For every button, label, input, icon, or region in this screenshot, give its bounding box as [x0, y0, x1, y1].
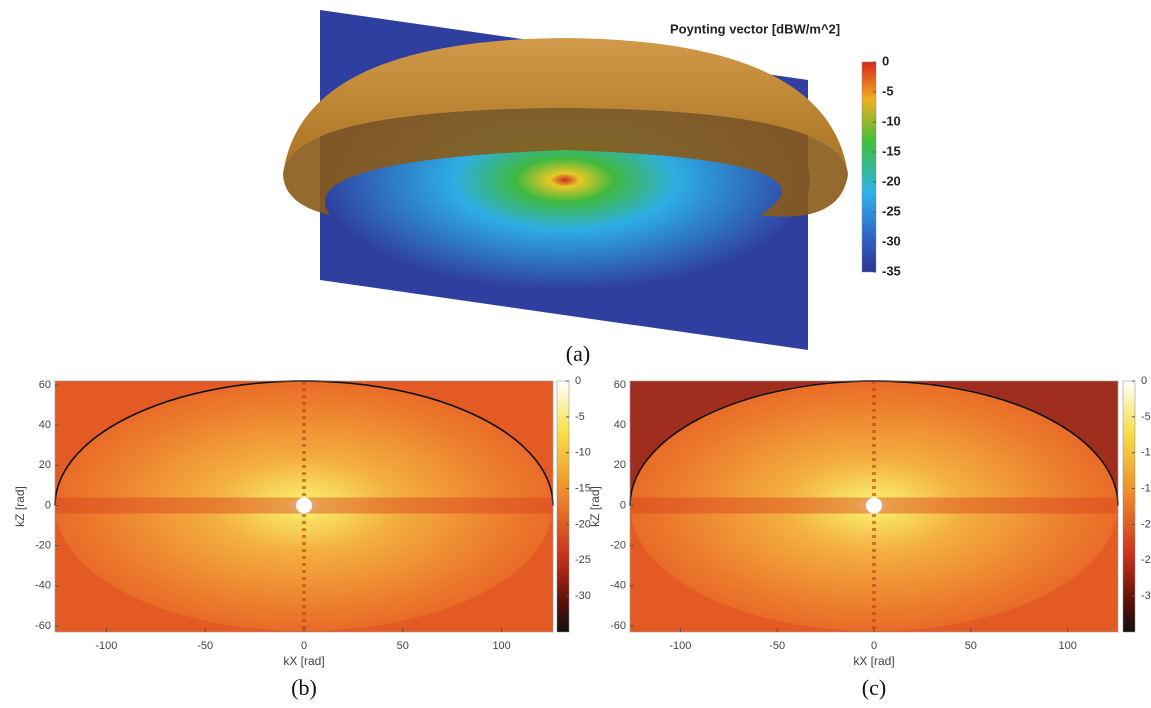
colorbar-tick-label: 0 [1141, 375, 1147, 387]
heatmap-peak [296, 497, 312, 513]
colorbar [862, 62, 876, 272]
figure: Poynting vector [dBW/m^2] 0 -5 -10 -15 -20 -25… [0, 0, 1151, 708]
y-tick-label: 60 [614, 379, 626, 391]
colorbar-tick-label: -35 [882, 263, 901, 278]
caption: (a) [566, 341, 590, 366]
colorbar-tick-label: -25 [575, 554, 591, 566]
y-tick-label: 40 [39, 419, 51, 431]
y-tick-label: -20 [610, 540, 626, 552]
colorbar-tick-label: -30 [575, 590, 591, 602]
x-axis-label: kX [rad] [853, 654, 894, 668]
y-tick-label: -40 [610, 580, 626, 592]
y-tick-label: -40 [35, 580, 51, 592]
colorbar [1123, 381, 1135, 632]
colorbar-tick-label: -30 [1141, 590, 1151, 602]
x-tick-label: 0 [301, 640, 307, 652]
y-axis-label: kZ [rad] [13, 486, 27, 527]
y-tick-label: -20 [35, 540, 51, 552]
colorbar-tick-label: -5 [882, 83, 894, 98]
y-tick-label: 20 [614, 459, 626, 471]
colorbar-tick-label: -15 [882, 143, 901, 158]
y-axis-label: kZ [rad] [588, 486, 602, 527]
colorbar-tick-label: -10 [882, 113, 901, 128]
colorbar-tick-label: -30 [882, 233, 901, 248]
y-tick-label: -60 [610, 620, 626, 632]
x-tick-label: 0 [871, 640, 877, 652]
y-tick-label: 0 [620, 499, 626, 511]
y-tick-label: 0 [45, 499, 51, 511]
colorbar-tick-label: -20 [882, 173, 901, 188]
caption: (b) [291, 675, 317, 700]
colorbar-tick-label: 0 [882, 53, 889, 68]
colorbar-tick-label: -25 [1141, 554, 1151, 566]
x-tick-label: -50 [197, 640, 213, 652]
x-axis-label: kX [rad] [283, 654, 324, 668]
y-tick-label: 20 [39, 459, 51, 471]
colorbar-tick-label: -5 [1141, 411, 1151, 423]
x-tick-label: 100 [1058, 640, 1076, 652]
x-tick-label: -100 [669, 640, 691, 652]
colorbar-tick-label: -20 [1141, 518, 1151, 530]
x-tick-label: -100 [95, 640, 117, 652]
x-tick-label: 50 [397, 640, 409, 652]
y-tick-label: 40 [614, 419, 626, 431]
colorbar-tick-label: -10 [1141, 447, 1151, 459]
colorbar-tick-label: -10 [575, 447, 591, 459]
x-tick-label: -50 [769, 640, 785, 652]
heatmap-peak [866, 497, 882, 513]
colorbar-title: Poynting vector [dBW/m^2] [670, 21, 840, 36]
x-tick-label: 50 [965, 640, 977, 652]
colorbar-tick-label: 0 [575, 375, 581, 387]
colorbar [557, 381, 569, 632]
colorbar-tick-label: -25 [882, 203, 901, 218]
x-tick-label: 100 [492, 640, 510, 652]
y-tick-label: 60 [39, 379, 51, 391]
caption: (c) [862, 675, 886, 700]
panel-a-illustration [283, 10, 848, 350]
colorbar-tick-label: -15 [1141, 482, 1151, 494]
y-tick-label: -60 [35, 620, 51, 632]
colorbar-tick-label: -5 [575, 411, 585, 423]
